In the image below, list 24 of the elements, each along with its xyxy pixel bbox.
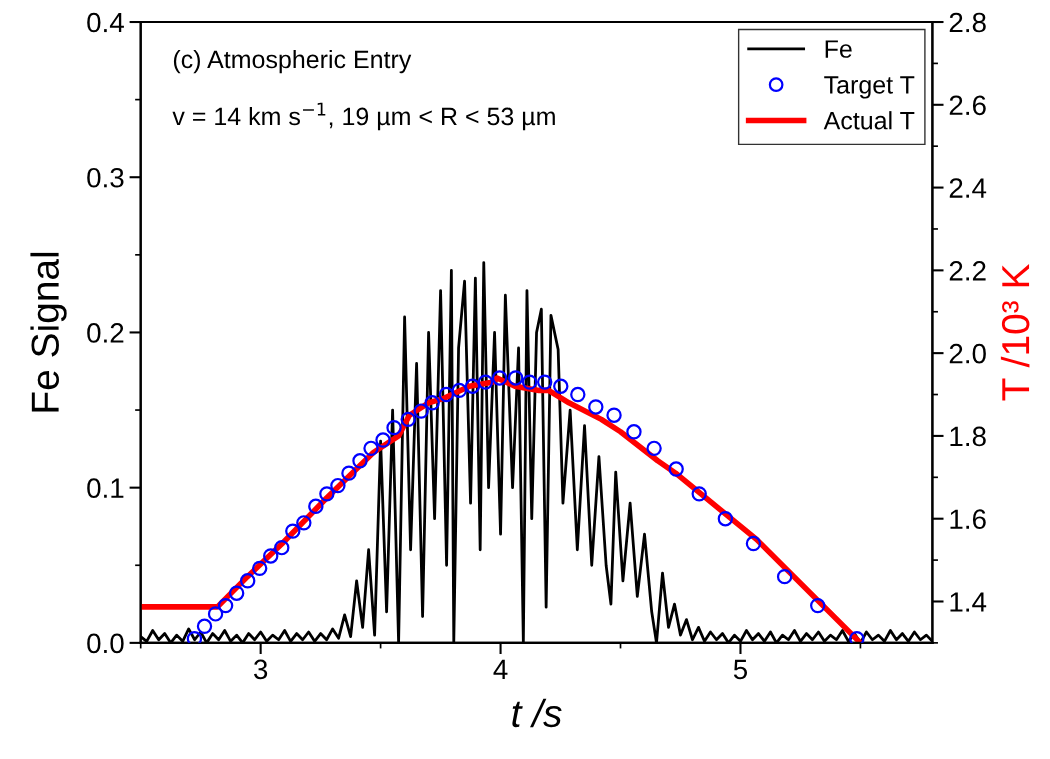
y-tick-label: 0.1 [87,478,124,498]
y-tick-label: 0.0 [87,633,124,654]
y2-axis-title: T /10³ K [1000,264,1030,401]
y2-tick-label: 2.4 [949,178,987,198]
legend-label: Fe [825,40,852,58]
x-axis-title: t /s [512,698,562,728]
legend-label: Actual T [823,111,915,130]
y2-tick-label: 1.6 [950,509,986,530]
annotation: v = 14 km s$^{−1}$, 19 µm < R < 53 µm [172,102,555,131]
annotation: (c) Atmospheric Entry [173,49,412,74]
x-tick-label: 4 [493,659,508,679]
y2-tick-label: 1.4 [950,592,987,612]
legend-label: Target T [824,76,915,99]
y2-tick-label: 2.2 [949,261,986,281]
y2-tick-label: 2.6 [949,95,986,116]
y2-tick-label: 2.8 [949,12,986,33]
x-tick-label: 3 [253,659,268,680]
y-tick-label: 0.4 [87,12,124,33]
y2-tick-label: 1.8 [950,426,986,447]
y-axis-title: Fe Signal [30,252,67,412]
y-tick-label: 0.3 [87,167,124,188]
x-tick-label: 5 [733,659,748,680]
y-tick-label: 0.2 [87,323,124,343]
y2-tick-label: 2.0 [949,343,986,364]
